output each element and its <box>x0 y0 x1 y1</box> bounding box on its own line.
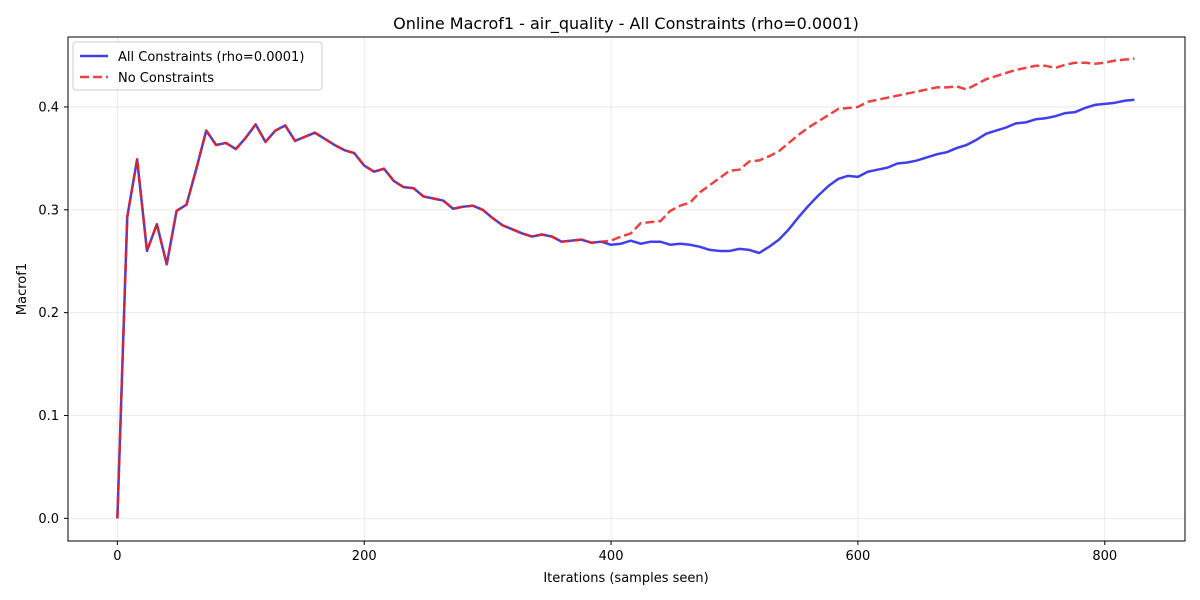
legend-label-no-constraints: No Constraints <box>118 71 214 86</box>
y-tick-label: 0.4 <box>38 100 59 115</box>
legend-box <box>72 41 323 91</box>
y-tick-label: 0.2 <box>38 306 59 321</box>
series-line-no-constraints <box>116 57 1135 519</box>
y-tick-label: 0.3 <box>38 203 59 218</box>
chart-title: Online Macrof1 - air_quality - All Const… <box>393 14 859 34</box>
legend: All Constraints (rho=0.0001) No Constrai… <box>72 41 323 91</box>
x-tick-label: 800 <box>1092 549 1117 564</box>
x-axis-label: Iterations (samples seen) <box>543 571 708 586</box>
plot-frame <box>67 36 1186 542</box>
axis-ticks: 0 200 400 600 800 0.0 0.1 0.2 0.3 0.4 <box>38 100 1117 564</box>
x-tick-label: 400 <box>599 549 624 564</box>
y-axis-label: Macrof1 <box>15 263 30 315</box>
legend-label-all-constraints: All Constraints (rho=0.0001) <box>118 50 304 65</box>
series-lines <box>116 57 1135 519</box>
x-tick-label: 0 <box>113 549 121 564</box>
x-tick-label: 600 <box>846 549 871 564</box>
gridlines <box>68 37 1185 541</box>
y-tick-label: 0.0 <box>38 512 59 527</box>
y-tick-label: 0.1 <box>38 409 59 424</box>
x-tick-label: 200 <box>352 549 377 564</box>
